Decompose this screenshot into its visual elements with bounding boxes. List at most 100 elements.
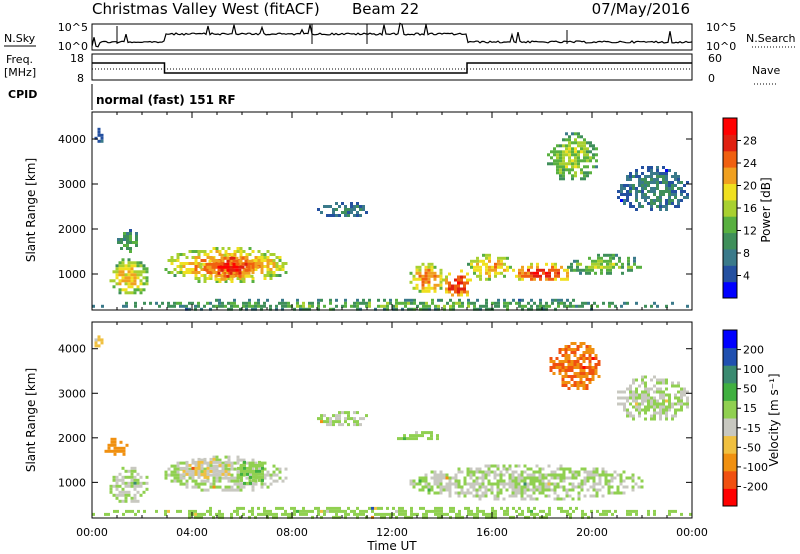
heatmap-cell xyxy=(269,259,273,262)
heatmap-cell xyxy=(362,301,365,305)
heatmap-cell xyxy=(130,279,134,283)
heatmap-cell xyxy=(242,512,245,516)
heatmap-cell xyxy=(582,357,586,360)
heatmap-cell xyxy=(547,153,550,157)
heatmap-cell xyxy=(572,304,575,308)
heatmap-cell xyxy=(353,411,356,415)
heatmap-cell xyxy=(206,472,210,476)
heatmap-cell xyxy=(469,482,473,486)
heatmap-cell xyxy=(164,473,168,477)
heatmap-cell xyxy=(133,496,137,500)
heatmap-cell xyxy=(320,298,323,302)
heatmap-cell xyxy=(344,214,347,217)
heatmap-cell xyxy=(244,274,248,278)
heatmap-cell xyxy=(427,268,431,272)
freq-right-tick-top: 60 xyxy=(708,52,722,65)
heatmap-cell xyxy=(473,271,476,275)
heatmap-cell xyxy=(562,467,566,471)
heatmap-cell xyxy=(515,274,518,278)
heatmap-cell xyxy=(398,301,401,305)
heatmap-cell xyxy=(135,235,138,238)
heatmap-cell xyxy=(674,414,677,418)
heatmap-cell xyxy=(251,304,254,308)
heatmap-cell xyxy=(118,267,122,271)
heatmap-cell xyxy=(647,512,650,516)
heatmap-cell xyxy=(650,169,653,172)
heatmap-cell xyxy=(592,488,596,492)
heatmap-cell xyxy=(582,360,586,363)
heatmap-cell xyxy=(497,262,500,266)
heatmap-cell xyxy=(142,270,146,274)
heatmap-cell xyxy=(526,473,530,477)
heatmap-cell xyxy=(275,304,278,308)
heatmap-cell xyxy=(215,485,219,489)
heatmap-cell xyxy=(573,363,577,366)
heatmap-cell xyxy=(547,488,551,492)
heatmap-cell xyxy=(488,515,491,519)
heatmap-cell xyxy=(451,284,454,288)
heatmap-cell xyxy=(512,268,515,272)
heatmap-cell xyxy=(665,408,668,412)
heatmap-cell xyxy=(130,499,134,503)
heatmap-cell xyxy=(541,491,545,495)
heatmap-cell xyxy=(92,304,95,308)
heatmap-cell xyxy=(517,488,521,492)
heatmap-cell xyxy=(590,509,593,513)
heatmap-cell xyxy=(566,509,569,513)
heatmap-cell xyxy=(556,150,559,154)
heatmap-cell xyxy=(629,390,632,394)
heatmap-cell xyxy=(118,261,122,265)
heatmap-cell xyxy=(626,193,629,196)
heatmap-cell xyxy=(362,509,365,513)
freq-right-tick-bottom: 0 xyxy=(708,72,715,85)
heatmap-cell xyxy=(457,284,460,288)
heatmap-cell xyxy=(445,476,449,480)
heatmap-cell xyxy=(644,396,647,400)
heatmap-cell xyxy=(127,481,131,485)
heatmap-cell xyxy=(659,417,662,421)
heatmap-cell xyxy=(558,372,562,375)
heatmap-cell xyxy=(656,181,659,184)
heatmap-cell xyxy=(136,472,140,476)
heatmap-cell xyxy=(650,208,653,211)
heatmap-cell xyxy=(472,494,476,498)
heatmap-cell xyxy=(467,301,470,305)
heatmap-cell xyxy=(203,268,207,271)
heatmap-cell xyxy=(588,268,591,272)
heatmap-cell xyxy=(491,301,494,305)
heatmap-cell xyxy=(668,405,671,409)
heatmap-cell xyxy=(377,506,380,510)
heatmap-cell xyxy=(347,414,350,418)
heatmap-cell xyxy=(407,515,410,519)
heatmap-cell xyxy=(555,366,559,369)
heatmap-cell xyxy=(127,291,131,295)
heatmap-cell xyxy=(371,509,374,513)
heatmap-cell xyxy=(559,168,562,172)
heatmap-cell xyxy=(591,372,595,375)
heatmap-cell xyxy=(490,491,494,495)
heatmap-cell xyxy=(505,467,509,471)
heatmap-cell xyxy=(223,262,227,266)
heatmap-cell xyxy=(629,512,632,516)
heatmap-cell xyxy=(686,402,689,406)
heatmap-cell xyxy=(641,393,644,397)
heatmap-cell xyxy=(227,461,231,465)
heatmap-cell xyxy=(585,384,589,387)
heatmap-cell xyxy=(671,175,674,178)
x-tick-label: 00:00 xyxy=(676,526,708,539)
heatmap-cell xyxy=(635,187,638,190)
heatmap-cell xyxy=(206,509,209,513)
beam-label: Beam 22 xyxy=(352,0,419,18)
heatmap-cell xyxy=(209,482,213,486)
heatmap-cell xyxy=(427,265,431,269)
heatmap-cell xyxy=(164,476,168,480)
heatmap-cell xyxy=(680,390,683,394)
heatmap-cell xyxy=(508,464,512,468)
heatmap-cell xyxy=(565,165,568,169)
heatmap-cell xyxy=(127,261,131,265)
heatmap-cell xyxy=(626,408,629,412)
heatmap-cell xyxy=(523,488,527,492)
heatmap-cell xyxy=(383,512,386,516)
heatmap-cell xyxy=(470,509,473,513)
heatmap-cell xyxy=(245,307,248,311)
